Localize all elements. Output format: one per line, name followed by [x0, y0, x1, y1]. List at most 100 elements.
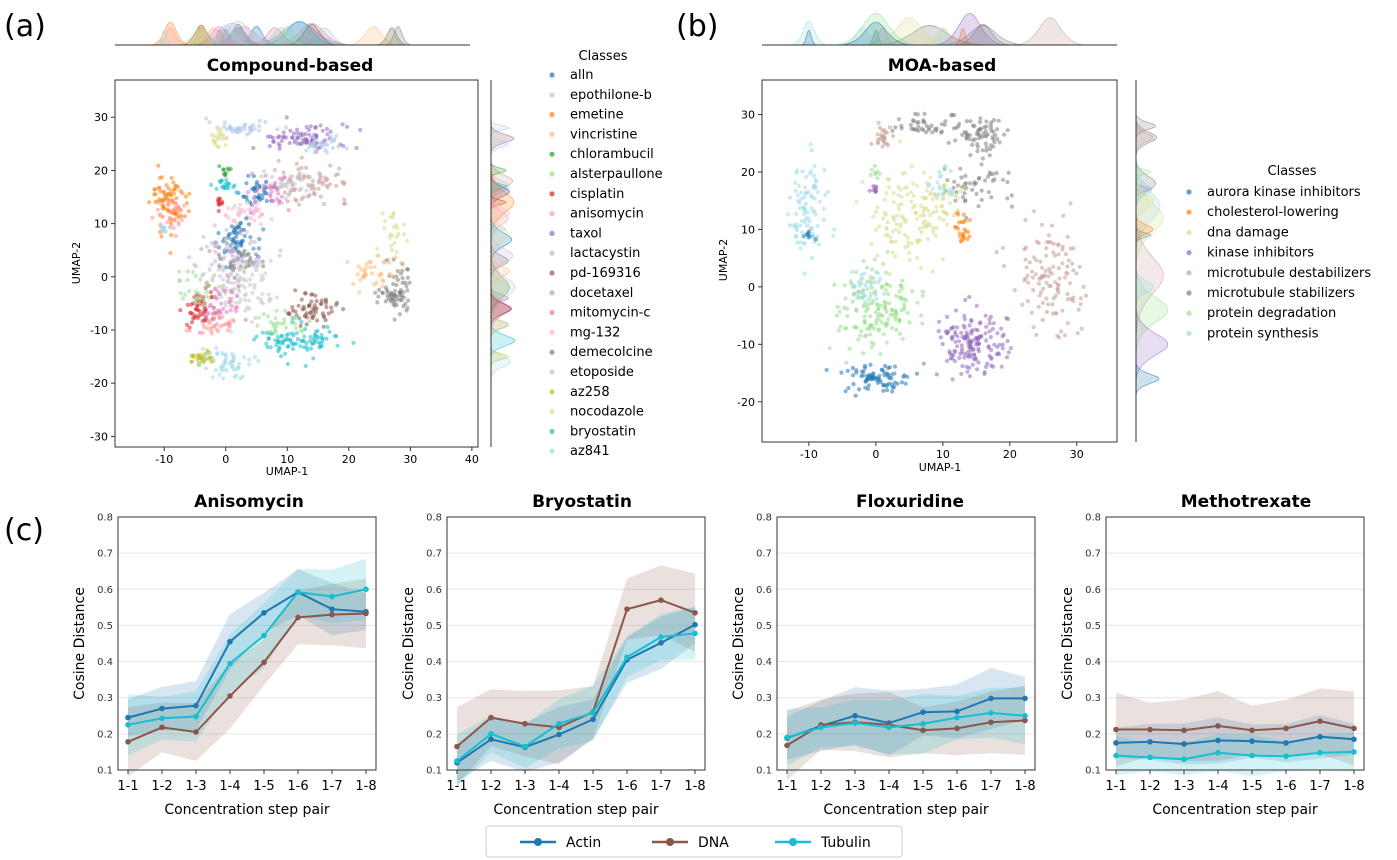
- umap-point: [186, 209, 191, 214]
- umap-point: [253, 315, 258, 321]
- umap-point: [264, 330, 269, 335]
- chart-title: Bryostatin: [532, 492, 632, 512]
- umap-point: [312, 303, 317, 308]
- umap-point: [401, 232, 407, 237]
- umap-point: [256, 246, 261, 251]
- umap-point: [873, 227, 879, 232]
- umap-point: [886, 317, 891, 322]
- umap-point: [928, 213, 933, 218]
- x-tick-label: 0: [222, 453, 229, 466]
- umap-moa-legend-title: Classes: [1268, 164, 1317, 179]
- umap-point: [194, 264, 199, 269]
- umap-point: [185, 302, 190, 307]
- umap-point: [290, 305, 295, 310]
- umap-point: [896, 117, 902, 122]
- legend-label: alsterpaullone: [570, 167, 663, 182]
- umap-point: [903, 381, 908, 386]
- umap-point: [233, 300, 239, 305]
- umap-compound-title: Compound-based: [207, 56, 374, 76]
- umap-point: [298, 133, 303, 138]
- data-point-actin: [125, 714, 131, 721]
- umap-point: [894, 327, 899, 333]
- umap-point: [345, 259, 350, 264]
- umap-point: [218, 256, 223, 261]
- umap-point: [881, 261, 886, 266]
- umap-point: [201, 234, 206, 240]
- umap-point: [232, 281, 237, 286]
- x-tick-label: 1-4: [1207, 779, 1228, 794]
- umap-point: [374, 246, 379, 251]
- umap-point: [945, 222, 950, 227]
- data-point-dna: [1215, 723, 1221, 729]
- umap-point: [988, 122, 993, 128]
- umap-point: [881, 332, 886, 337]
- umap-point: [381, 260, 386, 265]
- umap-point: [871, 214, 876, 219]
- umap-point: [897, 289, 902, 294]
- umap-point: [1075, 331, 1080, 336]
- legend-marker: [549, 329, 555, 335]
- umap-point: [293, 321, 298, 326]
- umap-point: [984, 148, 989, 153]
- series-line-tubulin: [1115, 750, 1355, 761]
- umap-point: [885, 388, 890, 393]
- umap-point: [924, 196, 929, 201]
- umap-point: [1065, 234, 1070, 239]
- umap-point: [939, 173, 944, 178]
- umap-point: [832, 282, 837, 287]
- umap-point: [1036, 281, 1042, 286]
- data-point-actin: [1317, 733, 1323, 740]
- umap-point: [184, 328, 189, 333]
- density-curve: [212, 28, 240, 46]
- umap-point: [318, 341, 323, 347]
- x-tick-label: 20: [1003, 448, 1017, 461]
- umap-point: [809, 255, 815, 260]
- umap-point: [801, 211, 807, 217]
- umap-point: [293, 326, 298, 331]
- umap-point: [975, 144, 981, 149]
- umap-point: [320, 182, 325, 187]
- density-curve: [490, 252, 516, 323]
- umap-point: [885, 249, 890, 254]
- right-marginal-density: [1135, 113, 1169, 396]
- umap-point: [934, 209, 939, 214]
- data-point-actin: [954, 708, 960, 715]
- umap-point: [963, 186, 969, 191]
- line-legend: Actin DNA Tubulin: [520, 835, 871, 851]
- umap-point: [877, 373, 882, 378]
- umap-point: [243, 278, 249, 283]
- x-tick-label: -10: [155, 453, 173, 466]
- umap-point: [290, 315, 295, 320]
- umap-point: [1046, 274, 1051, 279]
- x-tick-label: 1-8: [1014, 779, 1035, 794]
- y-tick-label: 0.6: [756, 585, 772, 596]
- umap-point: [945, 314, 950, 319]
- series-line-actin: [127, 591, 367, 719]
- umap-point: [885, 371, 890, 376]
- umap-point: [330, 145, 335, 150]
- series-line-dna: [786, 719, 1026, 747]
- line-chart-methotrexate: 0.10.20.30.40.50.60.70.81-1 1-2 1-3 1-4 1-5 1…: [1060, 492, 1365, 818]
- data-point-dna: [624, 606, 630, 612]
- umap-point: [1043, 268, 1048, 274]
- top-marginal-density: [150, 20, 412, 46]
- umap-point: [968, 119, 973, 124]
- umap-point: [885, 282, 890, 287]
- legend-label: bryostatin: [570, 424, 636, 439]
- umap-point: [277, 199, 282, 205]
- data-point-actin: [261, 609, 267, 616]
- data-point-dna: [329, 611, 335, 618]
- umap-point: [938, 335, 943, 340]
- umap-point: [260, 291, 265, 296]
- umap-point: [886, 291, 891, 297]
- umap-point: [869, 376, 874, 381]
- umap-point: [307, 318, 312, 324]
- umap-point: [1053, 253, 1058, 258]
- data-point-actin: [1113, 740, 1119, 746]
- umap-point: [198, 362, 203, 367]
- umap-point: [1040, 317, 1045, 323]
- umap-point: [203, 285, 208, 290]
- umap-point: [391, 225, 396, 230]
- umap-point: [953, 339, 958, 344]
